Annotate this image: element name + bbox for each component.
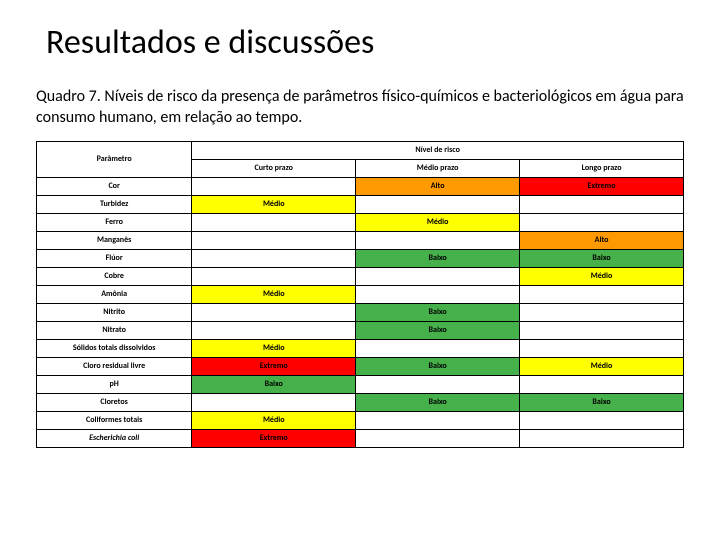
table-row: Escherichia coliExtremo	[37, 429, 684, 447]
risk-cell	[192, 393, 356, 411]
table-row: pHBaixo	[37, 375, 684, 393]
table-row: Cloro residual livreExtremoBaixoMédio	[37, 357, 684, 375]
table-row: Flúor BaixoBaixo	[37, 249, 684, 267]
risk-cell: Extremo	[520, 177, 684, 195]
risk-cell	[356, 339, 520, 357]
table-row: Cloretos BaixoBaixo	[37, 393, 684, 411]
row-param: Ferro	[37, 213, 192, 231]
risk-cell	[192, 267, 356, 285]
table-row: Sólidos totais dissolvidosMédio	[37, 339, 684, 357]
table-row: Cor AltoExtremo	[37, 177, 684, 195]
risk-cell: Baixo	[520, 393, 684, 411]
table-row: Ferro Médio	[37, 213, 684, 231]
risk-cell: Alto	[520, 231, 684, 249]
header-col-0: Curto prazo	[192, 159, 356, 177]
table-row: TurbidezMédio	[37, 195, 684, 213]
risk-cell	[192, 321, 356, 339]
risk-cell: Baixo	[520, 249, 684, 267]
risk-cell: Médio	[520, 357, 684, 375]
row-param: Cloro residual livre	[37, 357, 192, 375]
row-param: pH	[37, 375, 192, 393]
table-row: Cobre Médio	[37, 267, 684, 285]
risk-cell: Médio	[520, 267, 684, 285]
risk-cell: Médio	[192, 411, 356, 429]
risk-cell	[520, 411, 684, 429]
row-param: Manganês	[37, 231, 192, 249]
risk-cell: Baixo	[356, 321, 520, 339]
risk-cell	[520, 213, 684, 231]
row-param: Cloretos	[37, 393, 192, 411]
row-param: Nitrato	[37, 321, 192, 339]
risk-cell	[192, 249, 356, 267]
row-param: Flúor	[37, 249, 192, 267]
risk-cell	[356, 195, 520, 213]
header-param: Parâmetro	[37, 141, 192, 177]
risk-cell	[520, 375, 684, 393]
risk-cell	[356, 429, 520, 447]
table-row: Nitrato Baixo	[37, 321, 684, 339]
risk-cell	[520, 285, 684, 303]
risk-cell: Baixo	[356, 357, 520, 375]
risk-cell	[192, 303, 356, 321]
row-param: Turbidez	[37, 195, 192, 213]
page-title: Resultados e discussões	[46, 22, 684, 63]
risk-cell	[192, 231, 356, 249]
row-param: Nitrito	[37, 303, 192, 321]
row-param: Cobre	[37, 267, 192, 285]
row-param: Amônia	[37, 285, 192, 303]
risk-cell: Baixo	[356, 393, 520, 411]
header-risk-group: Nível de risco	[192, 141, 684, 159]
row-param: Sólidos totais dissolvidos	[37, 339, 192, 357]
risk-cell	[356, 285, 520, 303]
risk-cell	[192, 213, 356, 231]
row-param: Coliformes totais	[37, 411, 192, 429]
table-row: Nitrito Baixo	[37, 303, 684, 321]
row-param: Cor	[37, 177, 192, 195]
table-row: AmôniaMédio	[37, 285, 684, 303]
risk-table: Parâmetro Nível de risco Curto prazo Méd…	[36, 141, 684, 448]
table-caption: Quadro 7. Níveis de risco da presença de…	[36, 87, 684, 129]
risk-cell: Baixo	[356, 249, 520, 267]
risk-cell: Extremo	[192, 429, 356, 447]
risk-cell: Baixo	[192, 375, 356, 393]
risk-cell: Médio	[192, 285, 356, 303]
risk-cell	[356, 411, 520, 429]
table-row: Manganês Alto	[37, 231, 684, 249]
risk-cell: Baixo	[356, 303, 520, 321]
risk-cell: Médio	[192, 195, 356, 213]
risk-cell: Extremo	[192, 357, 356, 375]
risk-cell	[356, 231, 520, 249]
risk-cell	[356, 267, 520, 285]
header-col-1: Médio prazo	[356, 159, 520, 177]
risk-cell: Alto	[356, 177, 520, 195]
risk-cell	[520, 429, 684, 447]
risk-cell	[356, 375, 520, 393]
risk-cell	[520, 339, 684, 357]
risk-cell: Médio	[192, 339, 356, 357]
risk-cell	[520, 195, 684, 213]
row-param: Escherichia coli	[37, 429, 192, 447]
header-col-2: Longo prazo	[520, 159, 684, 177]
risk-cell	[520, 321, 684, 339]
risk-cell: Médio	[356, 213, 520, 231]
table-row: Coliformes totaisMédio	[37, 411, 684, 429]
risk-cell	[520, 303, 684, 321]
risk-cell	[192, 177, 356, 195]
